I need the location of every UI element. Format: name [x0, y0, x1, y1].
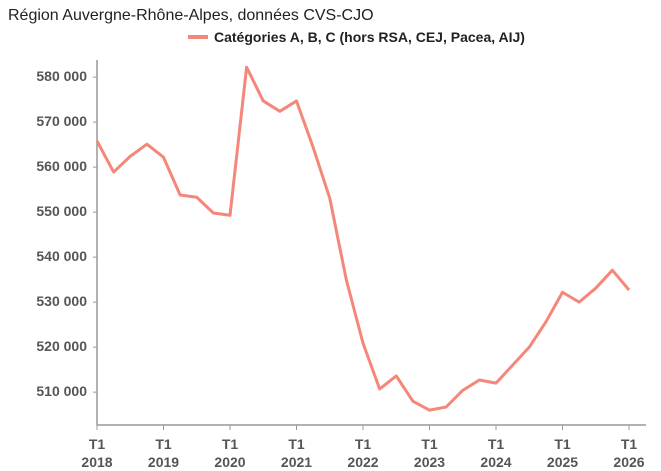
y-tick-label: 580 000	[36, 68, 87, 84]
y-tick-label: 540 000	[36, 248, 87, 264]
x-tick-label: T1 2020	[214, 436, 245, 470]
chart-title: Région Auvergne-Rhône-Alpes, données CVS…	[8, 7, 374, 24]
y-tick-label: 510 000	[36, 383, 87, 399]
x-tick-label: T1 2023	[414, 436, 445, 470]
y-tick-label: 550 000	[36, 203, 87, 219]
x-tick-label: T1 2021	[281, 436, 312, 470]
y-tick-label: 530 000	[36, 293, 87, 309]
x-tick-label: T1 2019	[148, 436, 179, 470]
x-tick-label: T1 2022	[347, 436, 378, 470]
x-tick-label: T1 2026	[613, 436, 644, 470]
y-tick-label: 570 000	[36, 113, 87, 129]
line-series	[95, 65, 631, 412]
x-tick-label: T1 2018	[81, 436, 112, 470]
x-tick-label: T1 2025	[547, 436, 578, 470]
y-tick-label: 560 000	[36, 158, 87, 174]
x-tick-label: T1 2024	[480, 436, 511, 470]
legend-label: Catégories A, B, C (hors RSA, CEJ, Pacea…	[214, 29, 525, 45]
y-tick-label: 520 000	[36, 338, 87, 354]
